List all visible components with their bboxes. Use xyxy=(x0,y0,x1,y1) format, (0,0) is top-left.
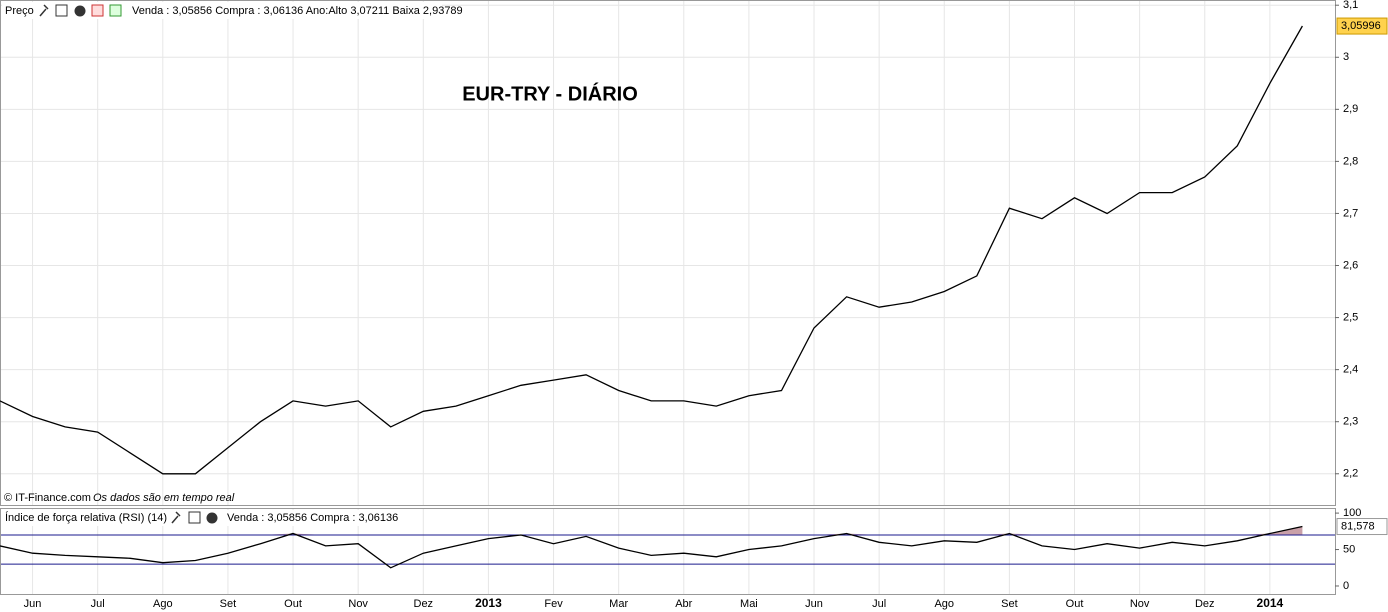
x-tick-label: Mar xyxy=(609,598,628,610)
icon-close[interactable] xyxy=(74,5,86,17)
icon-window[interactable] xyxy=(188,511,201,524)
y-tick-label: 2,6 xyxy=(1343,259,1358,271)
x-tick-label: Set xyxy=(220,598,237,610)
icon-up[interactable] xyxy=(109,4,122,17)
y-tick-label: 100 xyxy=(1343,507,1361,519)
y-tick-label: 50 xyxy=(1343,543,1355,555)
icon-down[interactable] xyxy=(91,4,104,17)
y-tick-label: 2,8 xyxy=(1343,155,1358,167)
x-tick-label: Nov xyxy=(1130,598,1150,610)
icon-settings[interactable] xyxy=(39,4,49,17)
rsi-header-bg xyxy=(2,510,402,526)
y-tick-label: 2,9 xyxy=(1343,103,1358,115)
header-icons[interactable] xyxy=(39,4,122,17)
price-line xyxy=(0,525,1303,569)
x-tick-label: Set xyxy=(1001,598,1018,610)
rsi-last-label: 81,578 xyxy=(1341,520,1375,532)
x-tick-label: Jul xyxy=(872,598,886,610)
x-tick-label: 2013 xyxy=(475,596,502,610)
y-tick-label: 3,1 xyxy=(1343,0,1358,11)
y-tick-label: 2,3 xyxy=(1343,416,1358,428)
rsi-quote-text: Venda : 3,05856 Compra : 3,06136 xyxy=(227,512,398,524)
y-tick-label: 2,7 xyxy=(1343,207,1358,219)
price-panel xyxy=(0,0,1336,506)
x-tick-label: Nov xyxy=(348,598,368,610)
copyright: © IT-Finance.com xyxy=(4,492,91,504)
icon-close[interactable] xyxy=(206,512,218,524)
y-tick-label: 0 xyxy=(1343,580,1349,592)
x-tick-label: Ago xyxy=(934,598,954,610)
x-tick-label: 2014 xyxy=(1257,596,1284,610)
icon-window[interactable] xyxy=(55,4,68,17)
x-tick-label: Jul xyxy=(91,598,105,610)
realtime-note: Os dados são em tempo real xyxy=(93,492,235,504)
y-tick-label: 3 xyxy=(1343,51,1349,63)
x-tick-label: Mai xyxy=(740,598,758,610)
last-price-tag xyxy=(1336,17,1388,35)
rsi-title: Índice de força relativa (RSI) (14) xyxy=(5,511,167,524)
icon-settings[interactable] xyxy=(171,511,181,524)
x-tick-label: Jun xyxy=(24,598,42,610)
y-tick-label: 2,2 xyxy=(1343,468,1358,480)
x-tick-label: Jun xyxy=(805,598,823,610)
panel-label: Preço xyxy=(5,5,34,17)
x-tick-label: Abr xyxy=(675,598,692,610)
price-line xyxy=(0,25,1303,475)
x-tick-label: Dez xyxy=(1195,598,1215,610)
x-tick-label: Out xyxy=(1066,598,1084,610)
y-tick-label: 2,5 xyxy=(1343,311,1358,323)
last-price-label: 3,05996 xyxy=(1341,20,1381,32)
quote-text: Venda : 3,05856 Compra : 3,06136 Ano:Alt… xyxy=(132,5,463,17)
x-tick-label: Ago xyxy=(153,598,173,610)
x-tick-label: Fev xyxy=(544,598,563,610)
x-tick-label: Dez xyxy=(414,598,434,610)
rsi-last-tag xyxy=(1336,518,1388,536)
y-tick-label: 2,4 xyxy=(1343,364,1358,376)
x-tick-label: Out xyxy=(284,598,302,610)
rsi-icons[interactable] xyxy=(171,511,218,524)
chart-title: EUR-TRY - DIÁRIO xyxy=(462,82,638,105)
